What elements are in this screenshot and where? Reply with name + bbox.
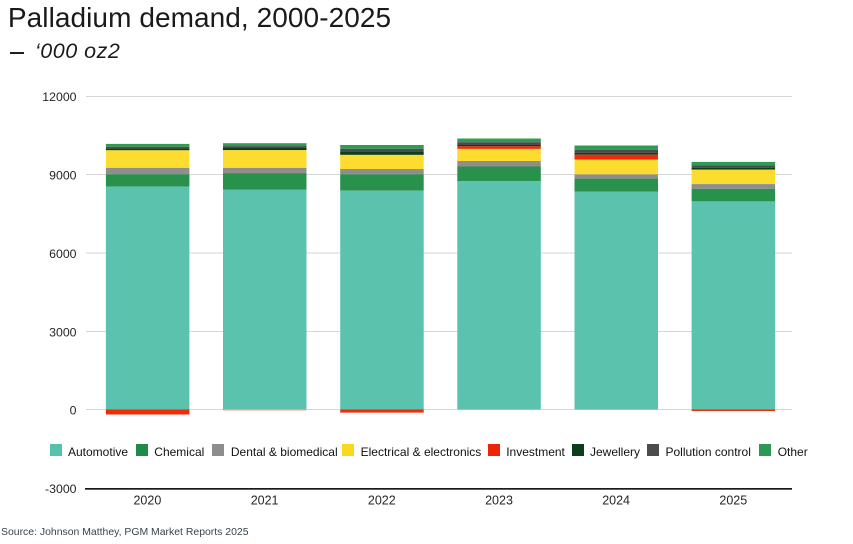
svg-text:0: 0 <box>70 403 77 417</box>
svg-text:9000: 9000 <box>49 168 77 182</box>
svg-text:12000: 12000 <box>42 90 76 104</box>
svg-text:2020: 2020 <box>133 494 161 508</box>
svg-text:2025: 2025 <box>719 494 747 508</box>
svg-text:6000: 6000 <box>49 247 77 261</box>
svg-text:2021: 2021 <box>251 494 279 508</box>
svg-text:2022: 2022 <box>368 494 396 508</box>
svg-text:2024: 2024 <box>602 494 630 508</box>
svg-text:-3000: -3000 <box>45 482 77 496</box>
svg-text:3000: 3000 <box>49 325 77 339</box>
svg-text:2023: 2023 <box>485 494 513 508</box>
